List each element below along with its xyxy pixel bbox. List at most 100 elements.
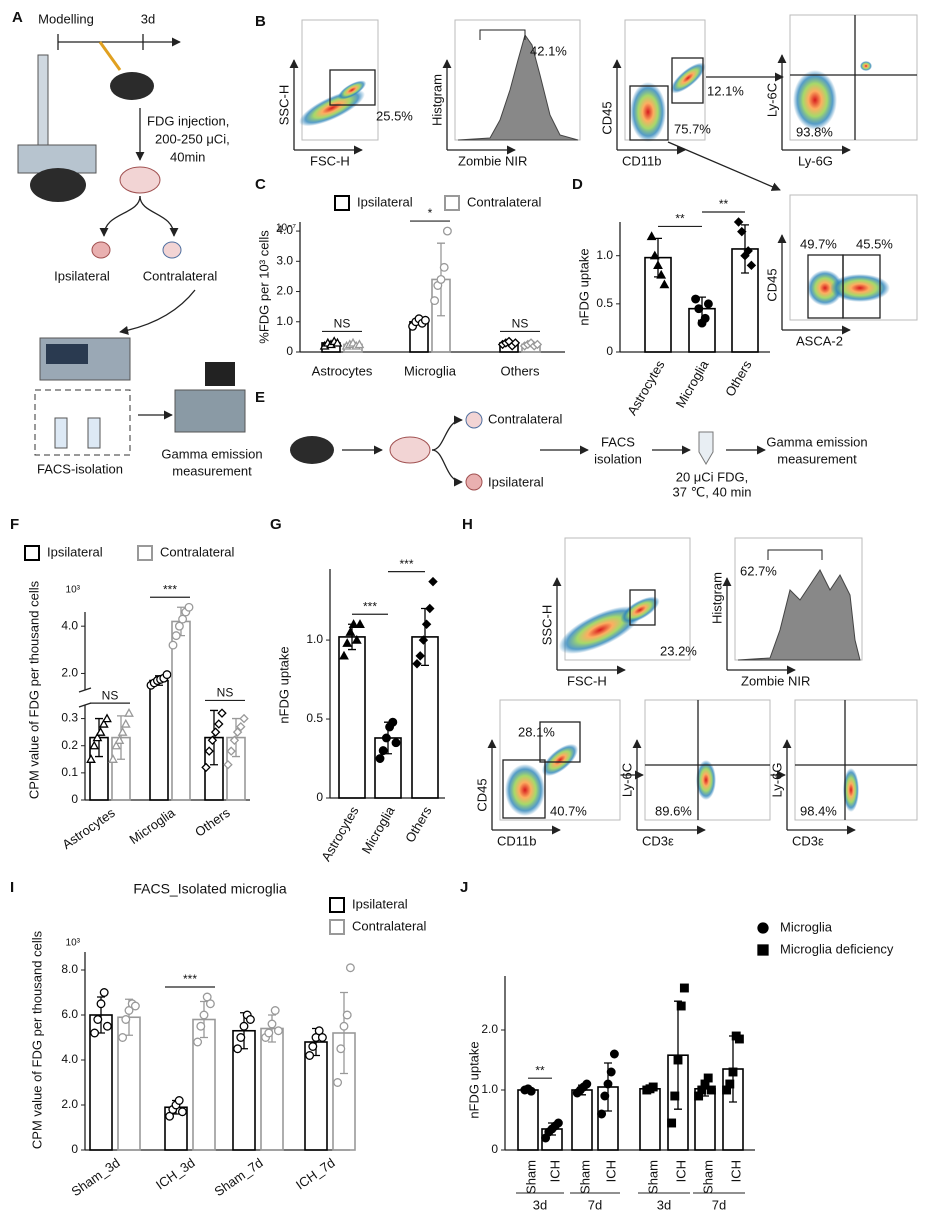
panel-e: Contralateral Ipsilateral FACS isolation…	[290, 411, 868, 499]
brain-icon	[162, 241, 182, 259]
arrow	[667, 141, 781, 191]
y-tick-label: 4.0	[61, 1052, 78, 1066]
flow-y-label: CD45	[599, 101, 614, 134]
group-label: 7d	[712, 1197, 726, 1212]
significance-label: **	[675, 212, 685, 226]
gate	[629, 85, 669, 141]
data-point	[354, 339, 365, 349]
data-point	[210, 727, 221, 737]
legend-label: Microglia deficiency	[780, 941, 894, 956]
data-point	[118, 1033, 128, 1042]
panel-label: C	[255, 176, 266, 193]
density-blob	[843, 768, 859, 812]
data-point	[199, 1010, 209, 1020]
data-point	[415, 651, 425, 661]
data-point	[703, 299, 713, 309]
data-point	[600, 1091, 610, 1101]
significance-label: **	[535, 1063, 545, 1077]
data-point	[609, 1049, 619, 1059]
legend-marker	[24, 545, 40, 561]
data-point	[734, 1034, 744, 1044]
gate-percent: 28.1%	[518, 724, 555, 739]
gate-percent: 98.4%	[800, 803, 837, 818]
data-point	[317, 1033, 327, 1042]
flow-y-label: Histgram	[709, 572, 724, 624]
panel-label: G	[270, 516, 282, 533]
x-tick-label: Sham	[577, 1160, 592, 1194]
step-label: FACS-isolation	[37, 461, 123, 476]
flow-y-label: Ly-6C	[619, 763, 634, 797]
data-point	[98, 718, 109, 728]
axis-break	[78, 702, 92, 708]
data-point	[439, 262, 449, 272]
data-point	[659, 279, 670, 289]
timeline-label: Modelling	[38, 11, 94, 26]
y-tick-label: 0.1	[61, 765, 78, 779]
injection-text: 40min	[170, 149, 205, 164]
y-tick-label: 0.5	[306, 711, 323, 725]
step-label: measurement	[777, 451, 857, 466]
data-point	[420, 315, 430, 325]
flow-x-label: FSC-H	[310, 153, 350, 168]
density-blob	[337, 80, 367, 100]
step-label: 37 ℃, 40 min	[673, 484, 752, 499]
legend-marker	[757, 944, 769, 956]
legend-label: Contralateral	[352, 918, 427, 933]
tube-icon	[87, 417, 101, 449]
gate	[671, 57, 704, 104]
data-point	[108, 754, 118, 763]
y-tick-label: 0	[71, 792, 78, 806]
data-point	[428, 576, 438, 587]
data-point	[89, 740, 100, 750]
data-point	[162, 670, 172, 680]
brain-icon	[91, 241, 111, 259]
y-tick-label: 0	[606, 344, 613, 358]
y-exponent: 10³	[66, 585, 81, 596]
y-tick-label: 0	[286, 344, 293, 358]
data-point	[336, 1044, 346, 1054]
data-point	[700, 313, 710, 323]
panel-label: J	[460, 879, 468, 896]
data-point	[430, 296, 440, 306]
gate-percent: 45.5%	[856, 236, 893, 251]
gate-percent: 62.7%	[740, 563, 777, 578]
legend-label: Ipsilateral	[352, 896, 408, 911]
step-label: Gamma emission	[161, 446, 262, 461]
gate	[329, 69, 376, 106]
significance-label: NS	[102, 688, 119, 702]
data-point	[236, 1033, 246, 1042]
hemisphere-label: Ipsilateral	[488, 474, 544, 489]
data-point	[92, 732, 103, 742]
density-blob	[807, 270, 843, 306]
data-point	[649, 250, 660, 260]
tube-icon	[698, 431, 714, 465]
syringe-icon	[37, 54, 49, 151]
data-point	[342, 1010, 352, 1020]
timeline-label: 3d	[141, 11, 155, 26]
flow-y-label: Histgram	[429, 74, 444, 126]
data-point	[381, 733, 391, 743]
flow-x-label: CD3ε	[792, 833, 824, 848]
data-point	[205, 999, 215, 1009]
y-axis-label: nFDG uptake	[276, 646, 291, 723]
y-axis-label: CPM value of FDG per thousand cells	[29, 930, 44, 1149]
data-point	[510, 338, 521, 348]
mouse-icon	[110, 72, 154, 100]
data-point	[412, 659, 422, 669]
legend-marker	[757, 922, 769, 934]
data-point	[653, 260, 663, 270]
gate-percent: 49.7%	[800, 236, 837, 251]
panel-a: Modelling 3d FDG injection, 200-250 μCi,…	[17, 11, 263, 478]
data-point	[676, 1001, 686, 1011]
arrow	[119, 289, 196, 335]
brain-icon	[465, 411, 483, 429]
data-point	[236, 721, 246, 732]
gate-percent: 12.1%	[707, 83, 744, 98]
brain-icon	[465, 473, 483, 491]
significance-label: ***	[183, 972, 197, 986]
flow-x-label: FSC-H	[567, 673, 607, 688]
arrow	[99, 195, 141, 237]
x-tick-label: ICH	[603, 1160, 618, 1182]
data-point	[174, 621, 184, 631]
